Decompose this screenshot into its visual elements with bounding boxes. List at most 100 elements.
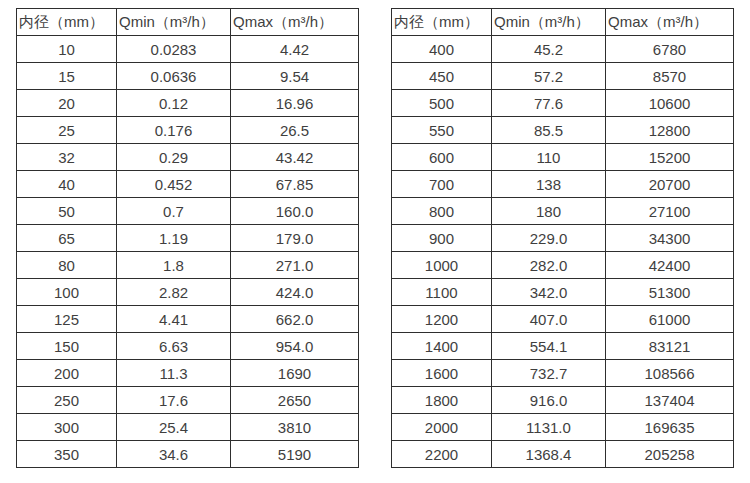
table-cell: 77.6 bbox=[492, 90, 606, 117]
table-cell: 3810 bbox=[231, 414, 359, 441]
table-row: 500.7160.0 bbox=[17, 198, 359, 225]
header-qmin: Qmin（m³/h） bbox=[117, 9, 231, 36]
table-row: 40045.26780 bbox=[392, 36, 734, 63]
table-cell: 32 bbox=[17, 144, 117, 171]
table-row: 320.2943.42 bbox=[17, 144, 359, 171]
table-cell: 27100 bbox=[606, 198, 734, 225]
table-row: 100.02834.42 bbox=[17, 36, 359, 63]
table-cell: 80 bbox=[17, 252, 117, 279]
table-cell: 65 bbox=[17, 225, 117, 252]
table-cell: 282.0 bbox=[492, 252, 606, 279]
table-cell: 10600 bbox=[606, 90, 734, 117]
table-cell: 271.0 bbox=[231, 252, 359, 279]
table-cell: 0.452 bbox=[117, 171, 231, 198]
table-cell: 42400 bbox=[606, 252, 734, 279]
table-cell: 1400 bbox=[392, 333, 492, 360]
table-row: 80018027100 bbox=[392, 198, 734, 225]
table-cell: 407.0 bbox=[492, 306, 606, 333]
table-cell: 0.0636 bbox=[117, 63, 231, 90]
table-cell: 400 bbox=[392, 36, 492, 63]
table-row: 900229.034300 bbox=[392, 225, 734, 252]
table-cell: 554.1 bbox=[492, 333, 606, 360]
table-cell: 6.63 bbox=[117, 333, 231, 360]
table-header-row: 内径（mm） Qmin（m³/h） Qmax（m³/h） bbox=[392, 9, 734, 36]
table-cell: 0.29 bbox=[117, 144, 231, 171]
table-row: 400.45267.85 bbox=[17, 171, 359, 198]
table-row: 55085.512800 bbox=[392, 117, 734, 144]
table-cell: 205258 bbox=[606, 441, 734, 468]
table-cell: 137404 bbox=[606, 387, 734, 414]
table-cell: 1200 bbox=[392, 306, 492, 333]
table-cell: 732.7 bbox=[492, 360, 606, 387]
table-cell: 12800 bbox=[606, 117, 734, 144]
table-row: 20001131.0169635 bbox=[392, 414, 734, 441]
table-row: 30025.43810 bbox=[17, 414, 359, 441]
table-cell: 138 bbox=[492, 171, 606, 198]
table-cell: 250 bbox=[17, 387, 117, 414]
table-cell: 179.0 bbox=[231, 225, 359, 252]
table-cell: 6780 bbox=[606, 36, 734, 63]
table-cell: 8570 bbox=[606, 63, 734, 90]
table-cell: 0.176 bbox=[117, 117, 231, 144]
table-cell: 500 bbox=[392, 90, 492, 117]
table-cell: 300 bbox=[17, 414, 117, 441]
table-cell: 2000 bbox=[392, 414, 492, 441]
table-row: 45057.28570 bbox=[392, 63, 734, 90]
table-row: 22001368.4205258 bbox=[392, 441, 734, 468]
table-row: 200.1216.96 bbox=[17, 90, 359, 117]
table-cell: 424.0 bbox=[231, 279, 359, 306]
table-cell: 34300 bbox=[606, 225, 734, 252]
table-cell: 26.5 bbox=[231, 117, 359, 144]
table-cell: 160.0 bbox=[231, 198, 359, 225]
table-cell: 342.0 bbox=[492, 279, 606, 306]
table-cell: 4.42 bbox=[231, 36, 359, 63]
header-qmax: Qmax（m³/h） bbox=[231, 9, 359, 36]
table-cell: 700 bbox=[392, 171, 492, 198]
table-row: 20011.31690 bbox=[17, 360, 359, 387]
table-row: 35034.65190 bbox=[17, 441, 359, 468]
table-cell: 916.0 bbox=[492, 387, 606, 414]
table-row: 25017.62650 bbox=[17, 387, 359, 414]
table-cell: 4.41 bbox=[117, 306, 231, 333]
table-cell: 662.0 bbox=[231, 306, 359, 333]
table-cell: 34.6 bbox=[117, 441, 231, 468]
table-row: 1100342.051300 bbox=[392, 279, 734, 306]
table-cell: 51300 bbox=[606, 279, 734, 306]
page: 内径（mm） Qmin（m³/h） Qmax（m³/h） 100.02834.4… bbox=[0, 0, 750, 483]
table-cell: 954.0 bbox=[231, 333, 359, 360]
table-row: 1254.41662.0 bbox=[17, 306, 359, 333]
table-cell: 1690 bbox=[231, 360, 359, 387]
table-cell: 50 bbox=[17, 198, 117, 225]
table-cell: 10 bbox=[17, 36, 117, 63]
table-cell: 1131.0 bbox=[492, 414, 606, 441]
table-cell: 108566 bbox=[606, 360, 734, 387]
table-cell: 67.85 bbox=[231, 171, 359, 198]
table-cell: 15 bbox=[17, 63, 117, 90]
table-cell: 1600 bbox=[392, 360, 492, 387]
table-row: 1800916.0137404 bbox=[392, 387, 734, 414]
header-qmax: Qmax（m³/h） bbox=[606, 9, 734, 36]
table-row: 1000282.042400 bbox=[392, 252, 734, 279]
table-cell: 17.6 bbox=[117, 387, 231, 414]
table-cell: 40 bbox=[17, 171, 117, 198]
table-header-row: 内径（mm） Qmin（m³/h） Qmax（m³/h） bbox=[17, 9, 359, 36]
table-cell: 150 bbox=[17, 333, 117, 360]
table-row: 1200407.061000 bbox=[392, 306, 734, 333]
table-cell: 1.8 bbox=[117, 252, 231, 279]
flow-rate-table-large-diameters: 内径（mm） Qmin（m³/h） Qmax（m³/h） 40045.26780… bbox=[391, 8, 734, 468]
table-cell: 16.96 bbox=[231, 90, 359, 117]
table-cell: 61000 bbox=[606, 306, 734, 333]
table-cell: 43.42 bbox=[231, 144, 359, 171]
table-cell: 125 bbox=[17, 306, 117, 333]
table-cell: 2200 bbox=[392, 441, 492, 468]
table-cell: 229.0 bbox=[492, 225, 606, 252]
table-cell: 9.54 bbox=[231, 63, 359, 90]
table-cell: 0.7 bbox=[117, 198, 231, 225]
table-row: 250.17626.5 bbox=[17, 117, 359, 144]
table-cell: 600 bbox=[392, 144, 492, 171]
table-cell: 2.82 bbox=[117, 279, 231, 306]
table-cell: 20 bbox=[17, 90, 117, 117]
table-row: 1600732.7108566 bbox=[392, 360, 734, 387]
flow-rate-table-small-diameters: 内径（mm） Qmin（m³/h） Qmax（m³/h） 100.02834.4… bbox=[16, 8, 359, 468]
table-cell: 180 bbox=[492, 198, 606, 225]
